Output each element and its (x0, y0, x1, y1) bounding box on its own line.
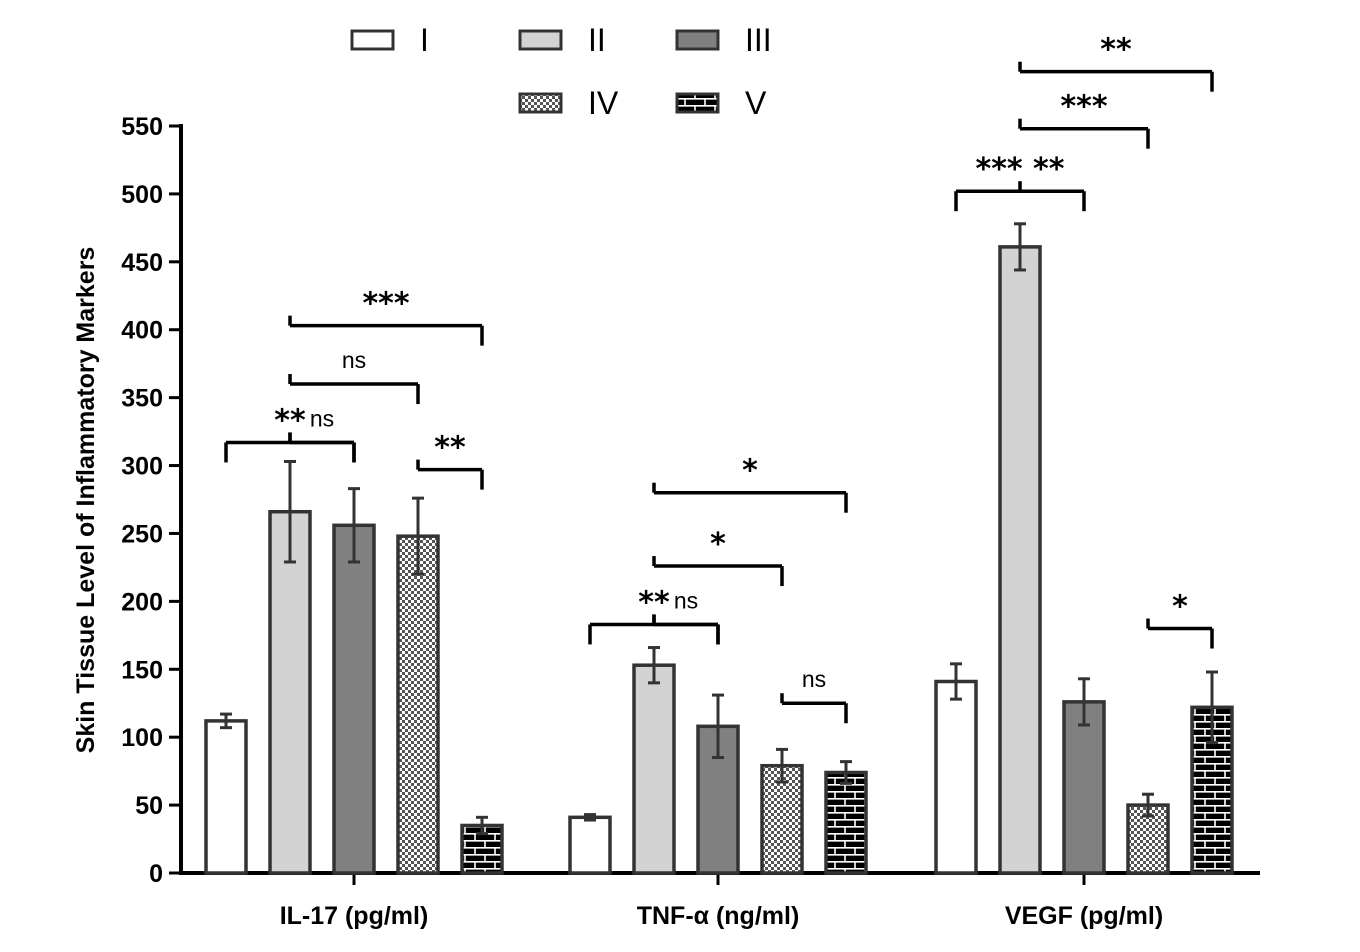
y-tick-label: 150 (121, 656, 163, 684)
legend-label-V: V (745, 85, 767, 121)
x-category-label: TNF-α (ng/ml) (637, 902, 800, 930)
x-category-label: VEGF (pg/ml) (1005, 902, 1163, 930)
bars (204, 222, 1234, 875)
bar-I-0 (204, 719, 248, 875)
legend-label-III: III (745, 22, 772, 58)
significance-label: * (1172, 590, 1188, 625)
bar-III-2 (1062, 700, 1106, 875)
bar-V-1 (824, 770, 868, 875)
y-tick-label: 400 (121, 317, 163, 345)
significance-label: *** ** (976, 152, 1065, 187)
significance-label: *** (1060, 90, 1107, 125)
y-tick-label: 500 (121, 181, 163, 209)
significance-label: *** (362, 287, 409, 322)
y-tick-label: 450 (121, 249, 163, 277)
y-tick-label: 300 (121, 453, 163, 481)
x-category-label: IL-17 (pg/ml) (280, 902, 429, 930)
significance-label: ns (674, 587, 698, 613)
significance-label: ns (310, 405, 334, 431)
y-tick-label: 550 (121, 113, 163, 141)
bar-I-2 (934, 679, 978, 875)
y-tick-label: 0 (149, 860, 163, 888)
bar-III-0 (332, 523, 376, 875)
y-axis-title: Skin Tissue Level of Inflammatory Marker… (72, 247, 100, 754)
legend-swatch-III (675, 29, 720, 51)
legend-swatch-V (675, 92, 720, 114)
legend-swatch-II (518, 29, 563, 51)
significance-label: ** (1100, 33, 1132, 68)
significance-label: ** (434, 431, 466, 466)
bar-I-1 (568, 815, 612, 875)
y-tick-label: 100 (121, 724, 163, 752)
y-tick-label: 250 (121, 520, 163, 548)
y-tick-label: 200 (121, 588, 163, 616)
legend-swatch-I (350, 29, 395, 51)
legend-label-I: I (420, 22, 429, 58)
bar-II-2 (998, 245, 1042, 875)
bar-II-1 (632, 663, 676, 875)
legend-swatch-IV (518, 92, 563, 114)
y-tick-label: 350 (121, 385, 163, 413)
bar-IV-0 (396, 534, 440, 875)
legend-label-II: II (588, 22, 606, 58)
significance-label: ns (802, 666, 826, 692)
significance-label: ns (342, 347, 366, 373)
y-tick-label: 50 (135, 792, 163, 820)
legend-label-IV: IV (588, 85, 619, 121)
bar-II-0 (268, 509, 312, 875)
significance-label: * (710, 527, 726, 562)
significance-label: * (742, 454, 758, 489)
